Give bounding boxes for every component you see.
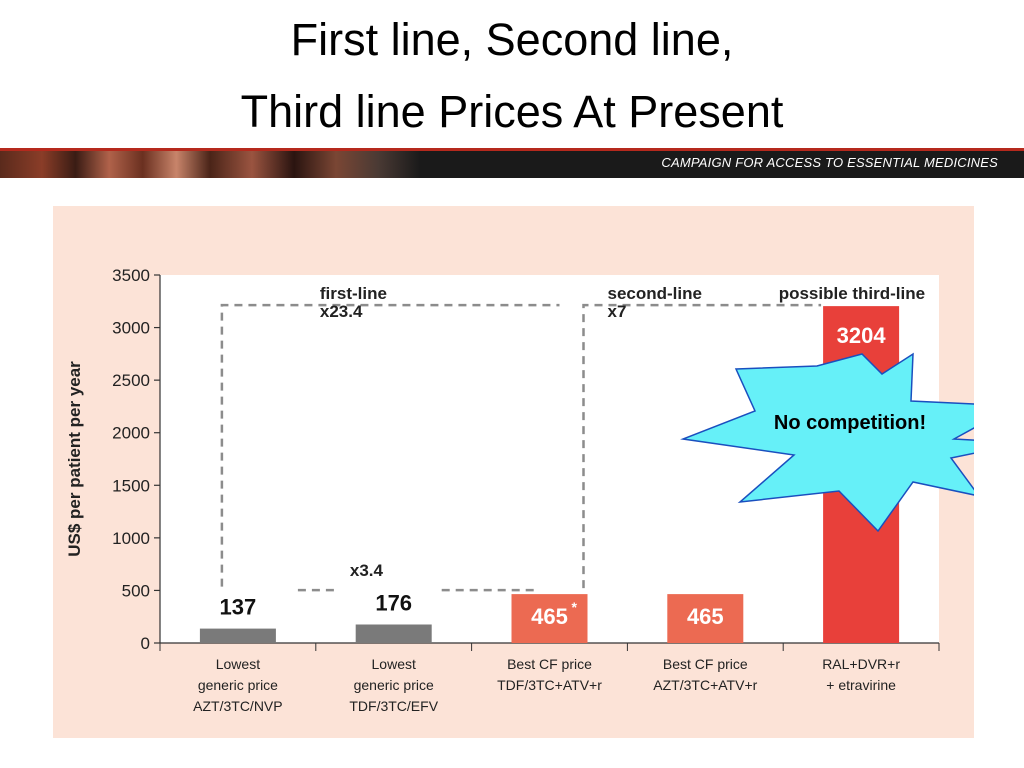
banner-red-line xyxy=(0,148,1024,151)
bar-value-label: 465 xyxy=(687,604,724,629)
x-category-label: AZT/3TC+ATV+r xyxy=(653,677,757,693)
x-category-label: generic price xyxy=(198,677,278,693)
slide-title-line2: Third line Prices At Present xyxy=(240,86,784,137)
x-category-label: Best CF price xyxy=(507,656,592,672)
bar-value-label: 3204 xyxy=(837,323,887,348)
second-line-label: second-line xyxy=(608,284,702,303)
first-line-bracket xyxy=(220,303,560,587)
y-tick-label: 1500 xyxy=(112,476,150,495)
bar xyxy=(667,594,744,643)
banner-text: CAMPAIGN FOR ACCESS TO ESSENTIAL MEDICIN… xyxy=(661,155,998,170)
y-tick-label: 2500 xyxy=(112,371,150,390)
bar-value-label: 137 xyxy=(220,595,257,620)
x-category-label: TDF/3TC/EFV xyxy=(349,698,438,714)
bar xyxy=(511,594,588,643)
slide-title-line1: First line, Second line, xyxy=(290,14,734,65)
bar-value-footnote-mark: * xyxy=(572,599,578,615)
price-bar-chart: 0 500 1000 1500 2000 2500 3000 3500 US$ per pati… xyxy=(65,266,974,714)
x-category-label: generic price xyxy=(354,677,434,693)
bar xyxy=(199,628,276,643)
y-tick-label: 1000 xyxy=(112,529,150,548)
x-category-label: TDF/3TC+ATV+r xyxy=(497,677,602,693)
second-line-ratio: x7 xyxy=(608,302,627,321)
x-category-label: Lowest xyxy=(216,656,260,672)
chart-panel: 0 500 1000 1500 2000 2500 3000 3500 US$ per pati… xyxy=(53,206,974,738)
bar-value-label: 176 xyxy=(375,590,412,615)
first-line-ratio: x23.4 xyxy=(320,302,363,321)
x-category-label: Lowest xyxy=(372,656,416,672)
first-line-label: first-line xyxy=(320,284,387,303)
x-category-label: RAL+DVR+r xyxy=(822,656,900,672)
third-line-label: possible third-line xyxy=(779,284,925,303)
y-tick-label: 3000 xyxy=(112,319,150,338)
no-competition-starburst xyxy=(680,352,974,533)
campaign-banner: CAMPAIGN FOR ACCESS TO ESSENTIAL MEDICIN… xyxy=(0,148,1024,178)
callout-label: No competition! xyxy=(773,412,927,434)
x-category-label: + etravirine xyxy=(826,677,896,693)
second-line-bracket xyxy=(582,303,822,589)
y-tick-label: 0 xyxy=(141,634,150,653)
y-tick-label: 2000 xyxy=(112,424,150,443)
x-category-label: Best CF price xyxy=(663,656,748,672)
banner-photo-strip xyxy=(0,150,420,178)
bar-value-label: 465 xyxy=(531,604,568,629)
x34-ratio: x3.4 xyxy=(350,561,384,580)
y-tick-label: 500 xyxy=(122,581,150,600)
y-tick-label: 3500 xyxy=(112,266,150,285)
x-category-label: AZT/3TC/NVP xyxy=(193,698,282,714)
bar xyxy=(355,624,432,643)
y-axis-title: US$ per patient per year xyxy=(65,361,84,557)
